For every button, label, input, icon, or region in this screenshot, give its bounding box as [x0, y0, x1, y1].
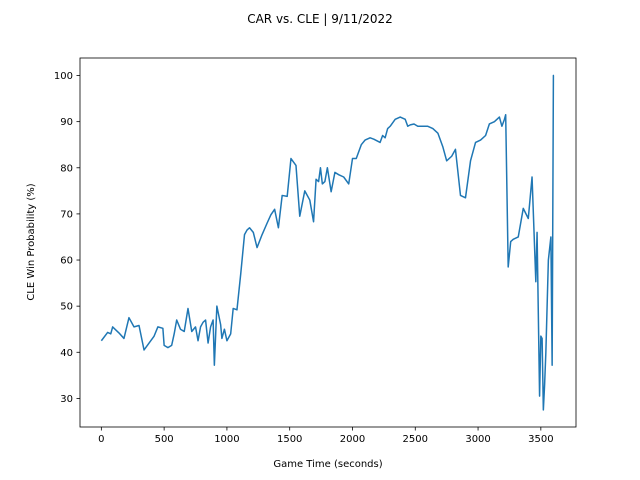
series-line-0 — [100, 74, 555, 411]
y-tick-label: 30 — [60, 394, 73, 405]
y-tick-label: 40 — [60, 348, 73, 359]
x-axis-label: Game Time (seconds) — [273, 459, 382, 470]
x-tick-label: 2000 — [340, 434, 365, 445]
x-tick-label: 3000 — [465, 434, 490, 445]
y-tick-label: 80 — [60, 163, 73, 174]
plot-area — [79, 57, 577, 428]
y-axis-ticks: 30 40 50 60 70 80 90 100 — [54, 71, 80, 405]
y-tick-label: 70 — [60, 209, 73, 220]
axes-frame — [79, 57, 577, 428]
y-axis-label: CLE Win Probability (%) — [26, 183, 37, 300]
x-tick-label: 500 — [155, 434, 174, 445]
y-tick-label: 50 — [60, 302, 73, 313]
x-tick-label: 0 — [98, 434, 104, 445]
y-tick-label: 100 — [54, 71, 73, 82]
x-tick-label: 1500 — [277, 434, 302, 445]
x-tick-label: 3500 — [528, 434, 553, 445]
y-tick-label: 60 — [60, 256, 73, 267]
y-tick-label: 90 — [60, 117, 73, 128]
chart-title: CAR vs. CLE | 9/11/2022 — [247, 12, 393, 26]
x-axis-ticks: 0 500 1000 1500 2000 2500 3000 3500 — [98, 427, 554, 445]
x-tick-label: 1000 — [214, 434, 239, 445]
x-tick-label: 2500 — [403, 434, 428, 445]
